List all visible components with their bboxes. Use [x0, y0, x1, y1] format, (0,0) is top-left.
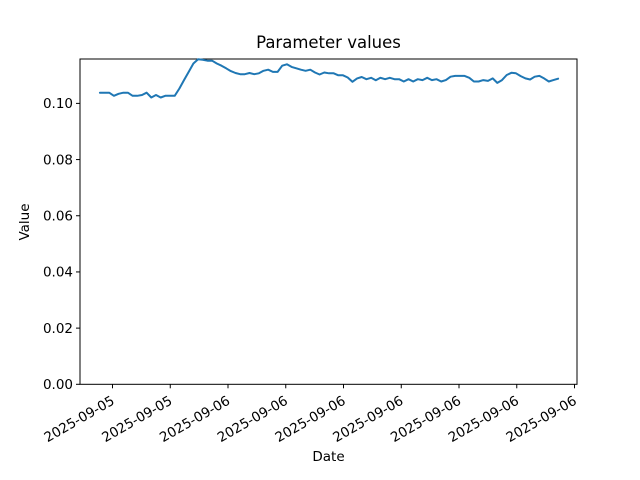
- data-series-line: [98, 58, 560, 99]
- y-tick-label: 0.08: [43, 152, 73, 168]
- chart-title: Parameter values: [256, 33, 401, 52]
- y-tick-label: 0.10: [43, 96, 73, 112]
- x-axis-label: Date: [312, 449, 344, 465]
- y-tick-label: 0.06: [43, 209, 73, 225]
- y-axis-ticks: 0.00 0.02 0.04 0.06 0.08 0.10: [43, 96, 80, 393]
- y-tick-label: 0.00: [43, 377, 73, 393]
- plot-area-border: [79, 58, 578, 385]
- y-tick-label: 0.04: [43, 265, 73, 281]
- y-axis-label: Value: [17, 203, 33, 240]
- y-tick-label: 0.02: [43, 321, 73, 337]
- x-axis-ticks: 2025-09-052025-09-052025-09-062025-09-06…: [42, 384, 580, 446]
